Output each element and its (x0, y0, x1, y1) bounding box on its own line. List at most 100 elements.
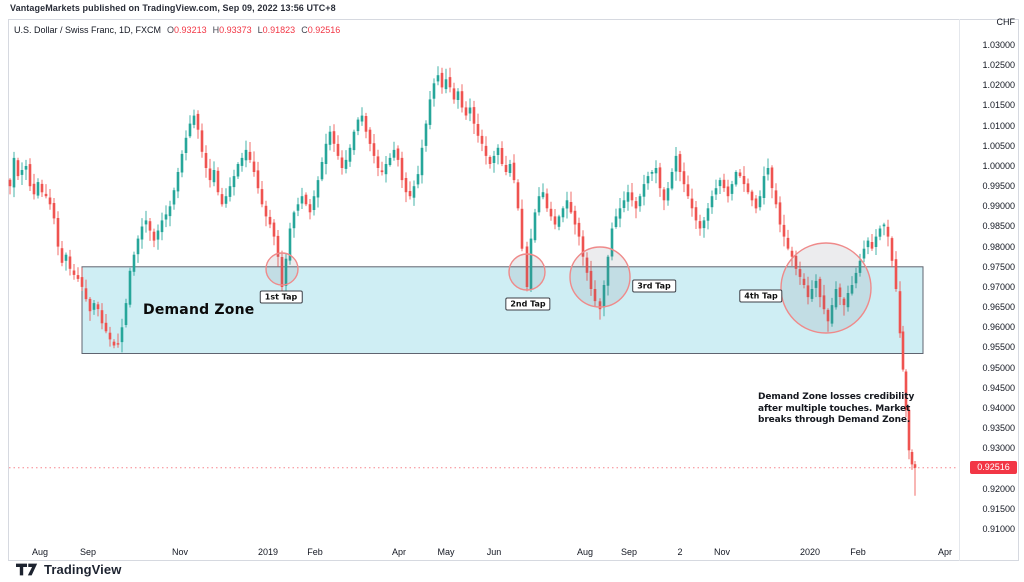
candle-body (176, 172, 180, 192)
candle-body (24, 166, 28, 170)
candle-body (862, 248, 866, 259)
candle-body (324, 143, 328, 164)
candle-body (870, 242, 874, 249)
candle-body (750, 191, 754, 201)
candle-body (634, 201, 638, 209)
price-axis-label: 0.92000 (982, 484, 1015, 494)
candle-body (730, 184, 734, 194)
candle-body (200, 130, 204, 152)
candle-body (782, 224, 786, 237)
candle-body (762, 176, 766, 198)
ohlc-high: H0.93373 (213, 25, 252, 35)
candle-body (464, 107, 468, 116)
candle-body (452, 88, 456, 100)
price-axis-label: 0.96500 (982, 302, 1015, 312)
candle-body (626, 192, 630, 202)
candle-body (456, 91, 460, 100)
candle-body (662, 189, 666, 201)
annotation-text[interactable]: Demand Zone losses credibility after mul… (758, 392, 914, 427)
candle-body (80, 277, 84, 287)
tradingview-brand[interactable]: TradingView (44, 562, 122, 577)
candle-body (670, 172, 674, 189)
candle-body (124, 303, 128, 325)
ohlc-open-key: O (167, 25, 175, 35)
time-axis-label: 2019 (257, 547, 279, 557)
tradingview-logo-icon[interactable] (16, 563, 38, 576)
candle-body (100, 310, 104, 324)
time-axis-label: Aug (31, 547, 49, 557)
candle-body (480, 135, 484, 144)
candle-body (420, 147, 424, 176)
candle-body (504, 165, 508, 172)
candle-body (388, 157, 392, 165)
price-axis-label: 0.97000 (982, 282, 1015, 292)
candle-body (44, 193, 48, 197)
candle-body (650, 172, 654, 174)
tap-label[interactable]: 2nd Tap (505, 297, 551, 311)
candle-body (152, 231, 156, 241)
tap-label[interactable]: 3rd Tap (632, 279, 676, 293)
ohlc-close-value: 0.92516 (307, 25, 341, 35)
candle-body (541, 192, 545, 198)
tap-circle[interactable] (569, 246, 631, 308)
candle-body (610, 228, 614, 257)
candle-body (686, 184, 690, 197)
candle-body (360, 115, 364, 122)
tap-label[interactable]: 4th Tap (739, 289, 783, 303)
price-axis-label: 0.96000 (982, 322, 1015, 332)
candle-body (682, 171, 686, 185)
footer: TradingView (16, 562, 121, 577)
last-price-badge: 0.92516 (970, 461, 1017, 474)
candle-body (722, 179, 726, 189)
candle-body (529, 238, 533, 289)
price-axis-label: 0.91000 (982, 524, 1015, 534)
candle-body (156, 230, 160, 240)
candle-body (622, 200, 626, 208)
candle-body (549, 208, 553, 217)
ohlc-low-value: 0.91823 (262, 25, 296, 35)
candle-body (88, 298, 92, 312)
candle-body (484, 145, 488, 156)
candle-body (890, 238, 894, 261)
candle-body (642, 184, 646, 197)
candle-body (340, 157, 344, 168)
candle-body (424, 123, 428, 146)
candle-body (372, 143, 376, 156)
ohlc-close: C0.92516 (301, 25, 340, 35)
ohlc-open: O0.93213 (167, 25, 207, 35)
tap-label[interactable]: 1st Tap (259, 290, 303, 304)
tap-circle[interactable] (780, 242, 872, 334)
candle-body (766, 168, 770, 175)
time-axis-label: Feb (307, 547, 323, 557)
candles[interactable] (8, 66, 917, 496)
candle-body (557, 216, 561, 227)
annotation-line: Demand Zone losses credibility (758, 392, 915, 402)
time-axis-label: 2020 (799, 547, 821, 557)
candle-body (516, 182, 520, 209)
ohlc-low: L0.91823 (258, 25, 296, 35)
tap-circle[interactable] (508, 253, 546, 291)
candle-body (818, 278, 822, 298)
candle-body (602, 285, 606, 308)
candle-body (32, 183, 36, 195)
candle-body (108, 332, 112, 340)
demand-zone-rect[interactable] (81, 266, 924, 354)
candle-body (16, 160, 20, 177)
candle-body (878, 228, 882, 237)
candle-body (718, 180, 722, 187)
candle-body (842, 298, 846, 306)
candle-body (252, 161, 256, 172)
price-axis-separator (959, 19, 960, 561)
candle-body (348, 147, 352, 162)
tap-circle[interactable] (265, 252, 299, 286)
price-axis-label: 0.95000 (982, 363, 1015, 373)
time-axis-label: Aug (576, 547, 594, 557)
candle-body (882, 224, 886, 227)
candle-body (404, 178, 408, 193)
candle-body (8, 179, 12, 187)
price-axis-label: 0.93500 (982, 423, 1015, 433)
candle-body (84, 288, 88, 300)
symbol-legend[interactable]: U.S. Dollar / Swiss Franc, 1D, FXCM O0.9… (14, 25, 340, 35)
demand-zone-label[interactable]: Demand Zone (143, 302, 255, 318)
